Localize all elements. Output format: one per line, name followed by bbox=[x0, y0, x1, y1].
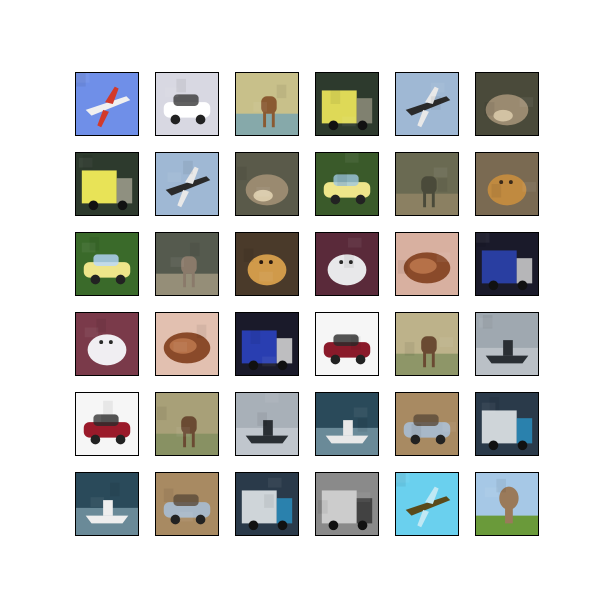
thumbnail-car bbox=[155, 472, 219, 536]
thumbnail-car bbox=[395, 392, 459, 456]
thumbnail-deer bbox=[235, 72, 299, 136]
thumbnail-cat bbox=[235, 152, 299, 216]
thumbnail-bird bbox=[475, 472, 539, 536]
thumbnail-car bbox=[75, 232, 139, 296]
thumbnail-ship bbox=[475, 312, 539, 376]
thumbnail-frog bbox=[155, 312, 219, 376]
thumbnail-truck bbox=[315, 72, 379, 136]
thumbnail-dog bbox=[75, 312, 139, 376]
thumbnail-airplane bbox=[155, 152, 219, 216]
thumbnail-deer bbox=[395, 152, 459, 216]
thumbnail-dog bbox=[235, 232, 299, 296]
thumbnail-car bbox=[315, 152, 379, 216]
thumbnail-car bbox=[155, 72, 219, 136]
thumbnail-truck bbox=[315, 472, 379, 536]
thumbnail-airplane bbox=[395, 472, 459, 536]
thumbnail-deer bbox=[155, 232, 219, 296]
thumbnail-ship bbox=[315, 392, 379, 456]
thumbnail-deer bbox=[155, 392, 219, 456]
thumbnail-airplane bbox=[75, 72, 139, 136]
thumbnail-airplane bbox=[395, 72, 459, 136]
thumbnail-dog bbox=[315, 232, 379, 296]
thumbnail-truck bbox=[75, 152, 139, 216]
thumbnail-truck bbox=[475, 232, 539, 296]
thumbnail-deer bbox=[395, 312, 459, 376]
thumbnail-ship bbox=[75, 472, 139, 536]
thumbnail-truck bbox=[235, 472, 299, 536]
thumbnail-ship bbox=[235, 392, 299, 456]
thumbnail-frog bbox=[395, 232, 459, 296]
thumbnail-cat bbox=[475, 72, 539, 136]
thumbnail-dog bbox=[475, 152, 539, 216]
thumbnail-car bbox=[315, 312, 379, 376]
thumbnail-truck bbox=[235, 312, 299, 376]
thumbnail-truck bbox=[475, 392, 539, 456]
thumbnail-car bbox=[75, 392, 139, 456]
